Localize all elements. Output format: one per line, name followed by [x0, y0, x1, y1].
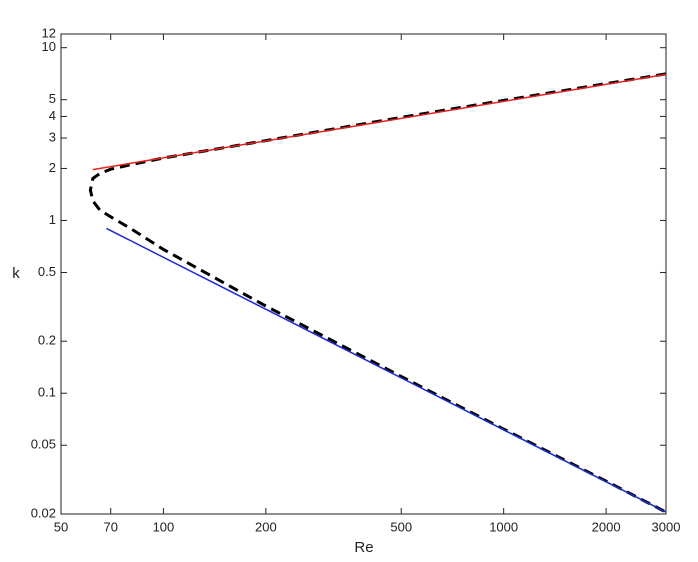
x-tick-label: 1000 [489, 519, 518, 534]
y-tick-label: 3 [49, 129, 56, 144]
y-tick-label: 0.5 [38, 264, 56, 279]
x-tick-label: 100 [153, 519, 175, 534]
x-tick-label: 200 [255, 519, 277, 534]
series-line [88, 72, 667, 514]
x-tick-label: 70 [103, 519, 117, 534]
y-tick-label: 1 [49, 212, 56, 227]
series-line [92, 73, 667, 171]
y-tick-label: 0.05 [31, 437, 56, 452]
y-tick-label: 0.2 [38, 333, 56, 348]
y-tick-label: 0.02 [31, 505, 56, 520]
plot-frame [60, 33, 667, 515]
y-tick-label: 10 [42, 39, 56, 54]
x-tick-label: 500 [390, 519, 412, 534]
y-tick-label: 2 [49, 160, 56, 175]
x-tick-label: 50 [54, 519, 68, 534]
x-tick-label: 2000 [592, 519, 621, 534]
x-tick-label: 3000 [652, 519, 681, 534]
y-tick-label: 0.1 [38, 385, 56, 400]
y-axis-label: k [12, 265, 20, 282]
series-line [106, 227, 667, 513]
y-tick-label: 4 [49, 108, 56, 123]
x-axis-label: Re [354, 539, 373, 556]
y-tick-label: 12 [42, 25, 56, 40]
y-tick-label: 5 [49, 91, 56, 106]
